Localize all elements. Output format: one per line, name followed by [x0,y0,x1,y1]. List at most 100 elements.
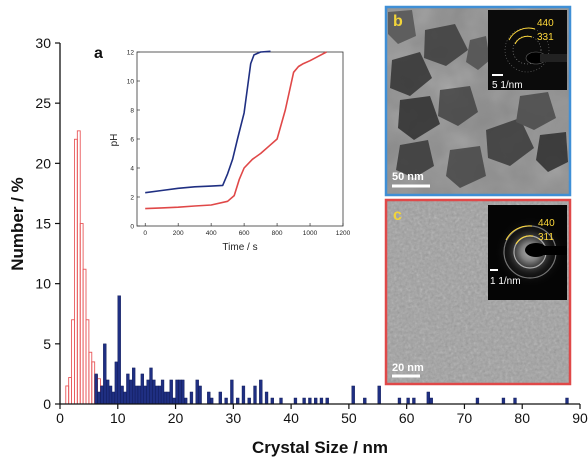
blue-bar [475,397,480,405]
panel-c-border [384,198,572,386]
blue-bar [253,385,257,405]
inset-y-tick-label: 4 [130,166,134,173]
tem-image-panel-b: 440 331 5 1/nm 50 nm b [384,5,572,197]
y-axis-title: Number / % [8,177,27,271]
blue-bar [426,391,430,405]
inset-x-tick-label: 1200 [336,230,351,237]
blue-bar [163,391,168,405]
blue-bar [158,385,162,405]
blue-bar [126,373,130,405]
x-tick-label: 10 [110,410,126,426]
x-tick-label: 40 [283,410,299,426]
inset-y-tick-label: 8 [130,108,134,115]
blue-bar [351,385,355,405]
x-tick-label: 0 [56,410,64,426]
inset-x-ticks: 0 200 400 600 800 1000 1200 [143,223,351,237]
blue-bar [143,385,147,405]
blue-bar [501,397,506,405]
blue-bar [111,391,116,405]
inset-ph-chart: a 0 200 400 600 800 1000 1200 0 2 4 6 8 10 12 Time /… [94,45,351,253]
blue-bar [184,397,188,405]
blue-bar [146,379,150,405]
inset-y-tick-label: 2 [130,195,134,202]
panel-b-border [384,5,572,197]
inset-series [145,50,327,210]
blue-bar [181,379,185,405]
saed-scale-label-b: 5 1/nm [492,80,523,91]
x-tick-label: 90 [572,410,588,426]
blue-bar [270,397,274,405]
blue-bar [210,397,214,405]
x-tick-label: 30 [226,410,242,426]
panel-a-letter: a [94,45,103,62]
blue-bar [247,397,251,405]
blue-bar [397,397,402,405]
scale-bar-label-b: 50 nm [392,171,424,183]
blue-bar [513,397,517,405]
blue-bar [224,397,228,405]
y-tick-label: 15 [35,216,51,232]
y-tick-label: 30 [35,35,51,51]
saed-pattern-b [504,27,567,73]
blue-bar [137,385,142,405]
inset-x-tick-label: 800 [272,230,283,237]
blue-bar [241,385,246,405]
blue-bar [172,397,176,405]
inset-y-tick-label: 0 [130,224,134,231]
inset-background [131,46,351,236]
blue-bar [293,397,298,405]
x-tick-label: 60 [399,410,415,426]
blue-bar [160,379,165,405]
y-axis-ticks: 0 5 10 15 20 25 30 [35,35,60,412]
blue-bar [236,397,240,405]
inset-y-tick-label: 10 [127,79,135,86]
y-tick-label: 25 [35,95,51,111]
nanocrystal-particles [388,10,568,188]
inset-x-tick-label: 400 [206,230,217,237]
blue-bar [406,397,410,405]
inset-x-tick-label: 1000 [303,230,318,237]
blue-bar [363,397,367,405]
blue-bar [166,391,170,405]
ring-label-331-b: 331 [537,32,554,43]
blue-bar [108,385,113,405]
saed-inset-b [488,10,567,90]
blue-bar [259,379,263,405]
inset-x-tick-label: 0 [143,230,147,237]
ring-label-440-b: 440 [537,18,554,29]
blue-bar [429,397,433,405]
blue-bar [279,397,283,405]
blue-bar [565,397,569,405]
blue-bar [198,385,202,405]
blue-bar [377,385,381,405]
red-histogram-series [65,130,119,405]
blue-bar [100,385,104,405]
scale-bar-label-c: 20 nm [392,362,424,374]
blue-bar [314,397,318,405]
y-tick-label: 0 [43,396,51,412]
blue-bar [264,391,269,405]
y-tick-label: 5 [43,336,51,352]
blue-bar [120,385,124,405]
x-axis-title: Crystal Size / nm [252,438,388,457]
blue-bar [175,379,179,405]
blue-bar [94,373,98,405]
blue-bar [123,391,127,405]
blue-bar [207,391,211,405]
blue-bar [412,397,416,405]
inset-y-ticks: 0 2 4 6 8 10 12 [127,50,140,231]
blue-bar [106,379,110,405]
blue-bar [169,379,173,405]
blue-bar [308,397,312,405]
blue-bar [134,385,139,405]
blue-bar [129,379,133,405]
saed-pattern-c [494,216,567,288]
x-axis-ticks: 0 10 20 30 40 50 60 70 80 90 [56,404,588,426]
blue-ph-line [145,50,271,194]
ring-label-311-c: 311 [538,232,554,243]
inset-y-tick-label: 6 [130,137,134,144]
blue-bar [189,391,194,405]
panel-b-letter: b [393,13,403,30]
x-tick-label: 80 [514,410,530,426]
